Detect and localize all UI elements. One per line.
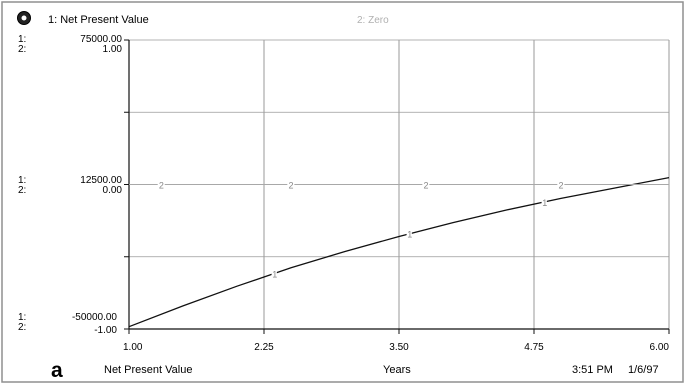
- series-1-marker-halo: 1: [407, 230, 412, 240]
- series-2-marker: 2: [288, 181, 293, 191]
- series-2-marker: 2: [423, 181, 428, 191]
- y-axis-2-top-label: 1.00: [103, 44, 123, 55]
- y-axis-1-top-label: 75000.00: [80, 34, 122, 45]
- x-tick-label: 6.00: [650, 342, 670, 353]
- series-2-marker-halo: 2: [159, 181, 164, 191]
- legend-series-1: 1: Net Present Value: [48, 14, 149, 26]
- series-1-marker: 1: [407, 230, 412, 240]
- y-axis-2-prefix-bottom: 2:: [18, 322, 26, 333]
- x-tick-label: 3.50: [389, 342, 409, 353]
- y-axis-1-prefix-top: 1:: [18, 34, 26, 45]
- series-1-marker: 1: [542, 198, 547, 208]
- y-axis-1-prefix-mid: 1:: [18, 175, 26, 186]
- x-tick-labels: 1.00 2.25 3.50 4.75 6.00: [123, 342, 669, 353]
- x-tick-label: 1.00: [123, 342, 143, 353]
- footer-date: 1/6/97: [628, 364, 659, 376]
- footer-time: 3:51 PM: [572, 364, 613, 376]
- y-axis-1-bottom-label: -50000.00: [72, 312, 117, 323]
- series-1-marker-halo: 1: [272, 269, 277, 279]
- y-axis-1-prefix-bottom: 1:: [18, 312, 26, 323]
- series-2-marker-halo: 2: [558, 181, 563, 191]
- footer-variable-name: Net Present Value: [104, 364, 192, 376]
- series-line-1: [128, 176, 670, 328]
- x-tick-label: 4.75: [524, 342, 544, 353]
- y-axis-2-prefix-top: 2:: [18, 44, 26, 55]
- y-axis-2-bottom-label: -1.00: [94, 325, 117, 336]
- series-2-marker: 2: [558, 181, 563, 191]
- legend-series-2: 2: Zero: [357, 15, 389, 26]
- series-2-marker: 2: [159, 181, 164, 191]
- y-axis-2-mid-label: 0.00: [103, 185, 123, 196]
- series-2-marker-halo: 2: [288, 181, 293, 191]
- window-border: [1, 1, 684, 383]
- graph-pad-icon[interactable]: [17, 11, 31, 25]
- svg-text:a: a: [51, 359, 63, 382]
- page-a-icon[interactable]: a: [51, 359, 63, 382]
- series-1-marker: 1: [272, 269, 277, 279]
- y-axis-1-mid-label: 12500.00: [80, 175, 122, 186]
- x-axis-label: Years: [383, 364, 411, 376]
- x-tick-label: 2.25: [254, 342, 274, 353]
- y-axis-2-prefix-mid: 2:: [18, 185, 26, 196]
- series-2-marker-halo: 2: [423, 181, 428, 191]
- series-1-marker-halo: 1: [542, 198, 547, 208]
